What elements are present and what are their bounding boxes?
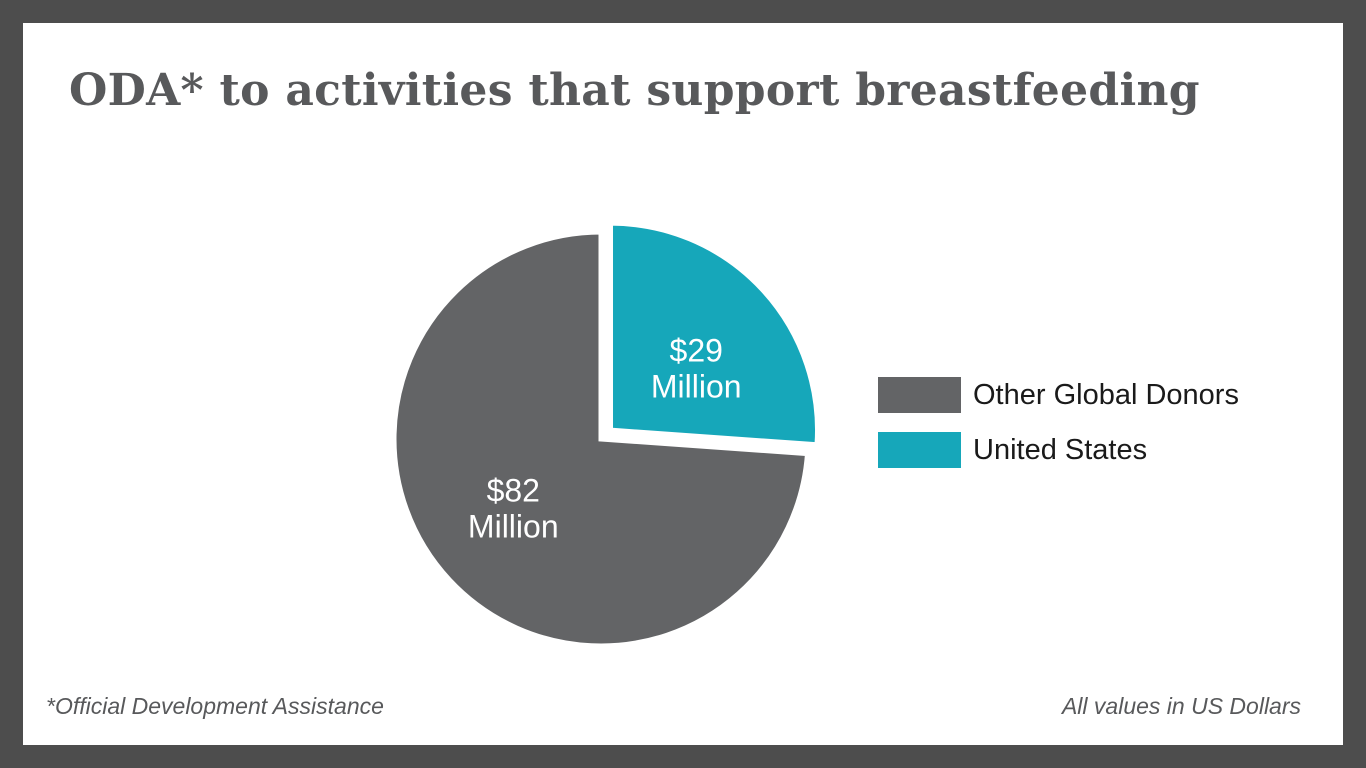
footnote-currency-note: All values in US Dollars <box>1061 693 1301 719</box>
footnote-oda-definition: *Official Development Assistance <box>46 693 384 719</box>
legend-swatch-other-global-donors <box>878 377 961 413</box>
slice-label-united-states: $29 Million <box>651 333 742 405</box>
pie-slice-other-global-donors <box>391 229 811 649</box>
pie-chart: $29 Million $82 Million <box>391 220 820 649</box>
chart-card: ODA* to activities that support breastfe… <box>23 23 1343 745</box>
legend-item-other-global-donors: Other Global Donors <box>878 377 1239 413</box>
legend-label-united-states: United States <box>973 433 1148 466</box>
chart-title: ODA* to activities that support breastfe… <box>69 65 1200 116</box>
pie-slice-united-states <box>608 220 820 448</box>
legend: Other Global Donors United States <box>878 377 1239 487</box>
slice-label-other-global-donors: $82 Million <box>468 473 559 545</box>
legend-item-united-states: United States <box>878 432 1239 468</box>
legend-label-other-global-donors: Other Global Donors <box>973 378 1239 411</box>
legend-swatch-united-states <box>878 432 961 468</box>
